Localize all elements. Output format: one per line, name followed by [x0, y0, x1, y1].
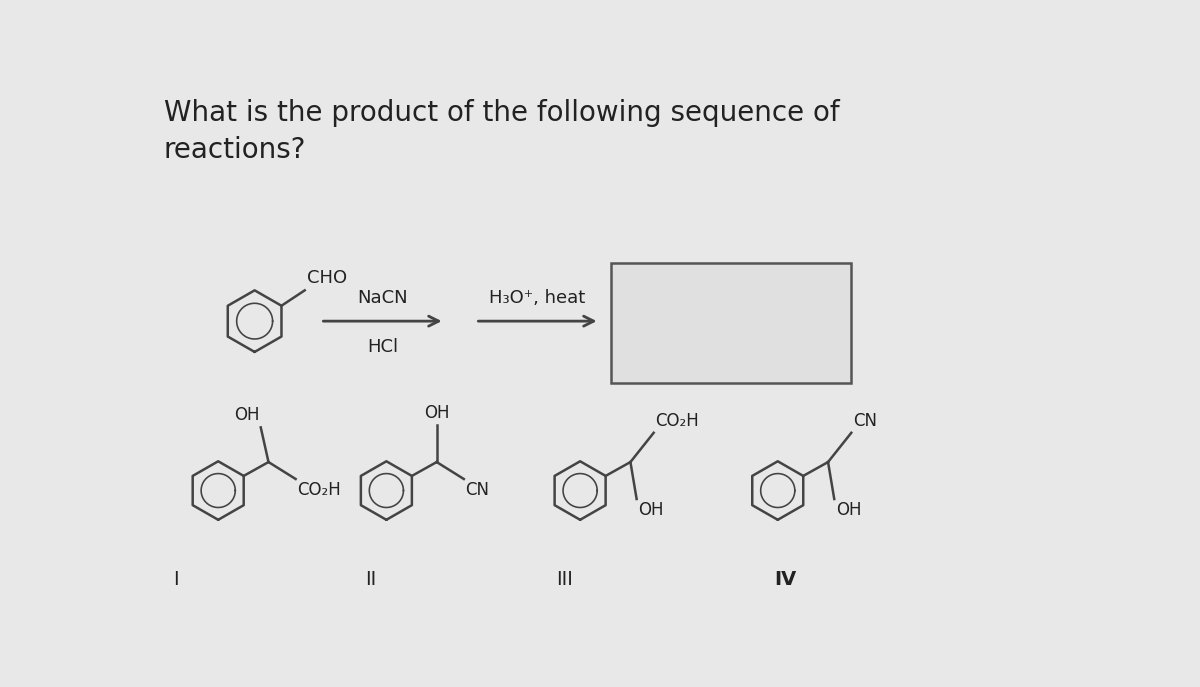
Text: OH: OH [234, 406, 259, 425]
Text: CO₂H: CO₂H [655, 412, 698, 429]
Text: H₃O⁺, heat: H₃O⁺, heat [490, 289, 586, 307]
Text: OH: OH [424, 404, 450, 422]
Text: I: I [173, 570, 179, 589]
Text: III: III [556, 570, 574, 589]
Bar [611, 263, 851, 383]
Text: What is the product of the following sequence of: What is the product of the following seq… [164, 100, 840, 127]
Text: NaCN: NaCN [358, 289, 408, 307]
Text: CHO: CHO [307, 269, 347, 287]
Text: CN: CN [853, 412, 877, 429]
Text: IV: IV [774, 570, 797, 589]
Text: HCl: HCl [367, 338, 398, 356]
Text: reactions?: reactions? [164, 136, 306, 164]
Text: II: II [365, 570, 377, 589]
Text: OH: OH [638, 502, 664, 519]
Text: CN: CN [466, 482, 490, 499]
Text: OH: OH [836, 502, 862, 519]
Text: CO₂H: CO₂H [298, 482, 341, 499]
